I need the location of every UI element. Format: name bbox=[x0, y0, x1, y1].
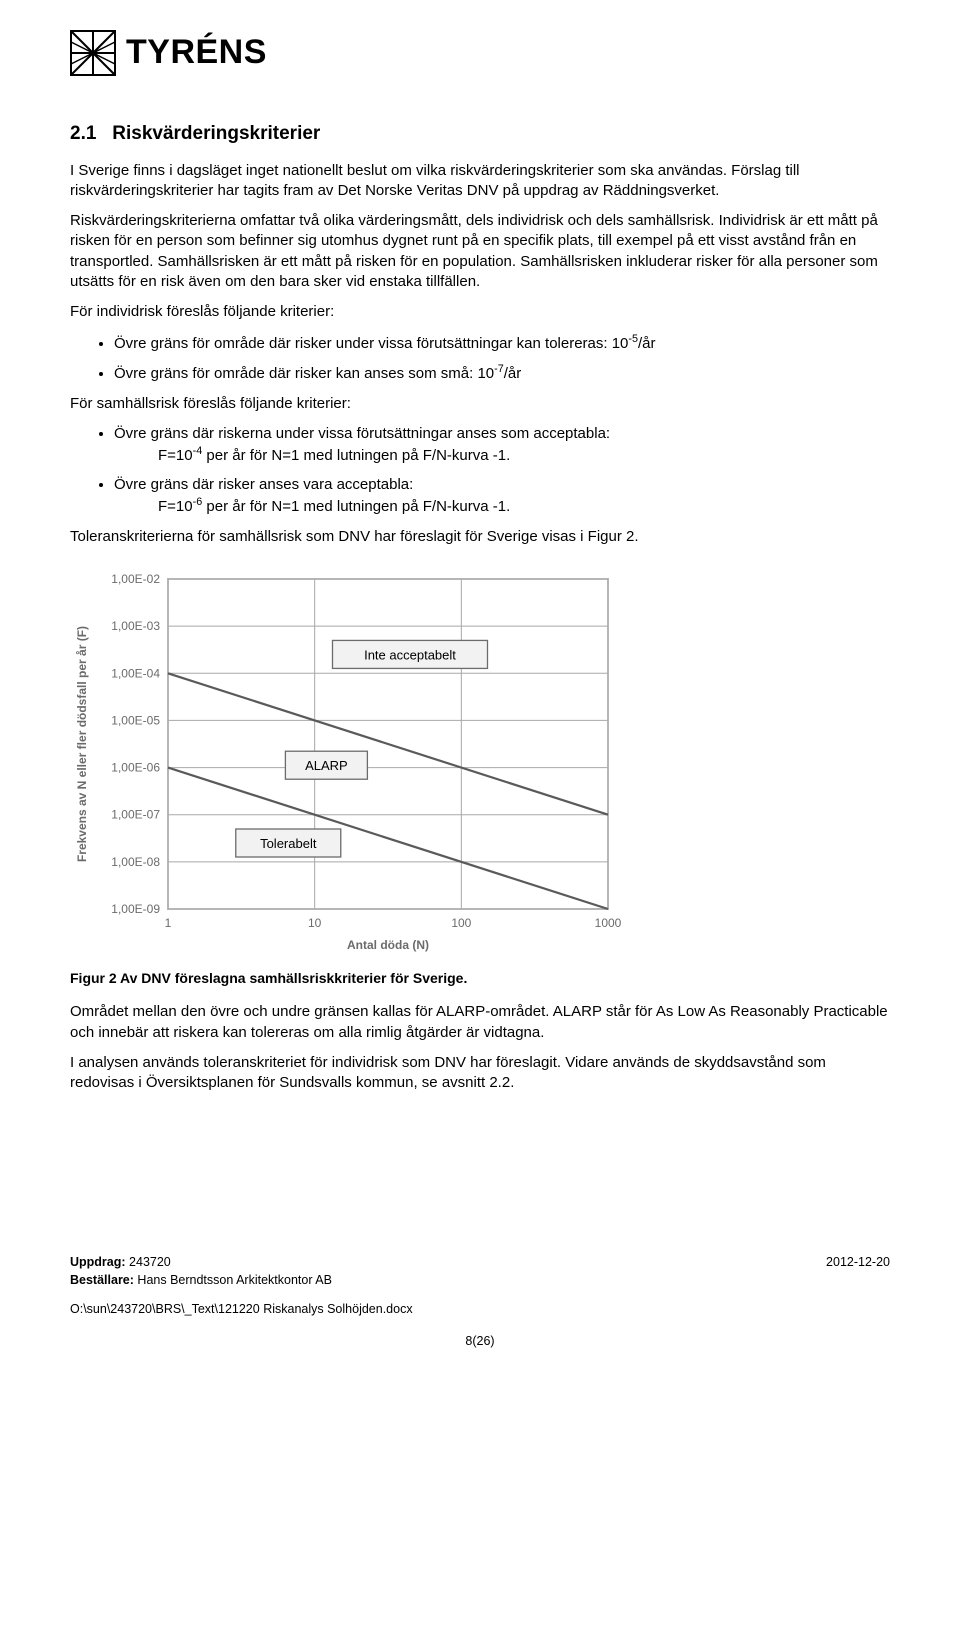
body-paragraph: I Sverige finns i dagsläget inget nation… bbox=[70, 161, 890, 202]
bestallare-value: Hans Berndtsson Arkitektkontor AB bbox=[137, 1273, 332, 1287]
heading-number: 2.1 bbox=[70, 123, 96, 144]
list-item-detail: F=10-6 per år för N=1 med lutningen på F… bbox=[158, 495, 890, 517]
brand-logo-icon bbox=[70, 30, 116, 76]
list-item: Övre gräns där riskerna under vissa föru… bbox=[114, 424, 890, 467]
body-paragraph: För samhällsrisk föreslås följande krite… bbox=[70, 394, 890, 414]
footer-filepath: O:\sun\243720\BRS\_Text\121220 Riskanaly… bbox=[70, 1300, 890, 1318]
section-heading: 2.1 Riskvärderingskriterier bbox=[70, 121, 890, 147]
footer-left: Uppdrag: 243720 Beställare: Hans Berndts… bbox=[70, 1253, 332, 1289]
uppdrag-label: Uppdrag: bbox=[70, 1255, 126, 1269]
svg-text:1,00E-03: 1,00E-03 bbox=[111, 620, 160, 634]
svg-text:1,00E-08: 1,00E-08 bbox=[111, 855, 160, 869]
svg-text:ALARP: ALARP bbox=[305, 759, 348, 774]
brand-logo-text: TYRÉNS bbox=[126, 30, 267, 76]
criteria-list-samhallsrisk: Övre gräns där riskerna under vissa föru… bbox=[70, 424, 890, 517]
list-item: Övre gräns för område där risker under v… bbox=[114, 332, 890, 354]
list-item: Övre gräns där risker anses vara accepta… bbox=[114, 475, 890, 518]
footer-date: 2012-12-20 bbox=[826, 1253, 890, 1289]
svg-text:Antal döda (N): Antal döda (N) bbox=[347, 938, 429, 952]
body-paragraph: Området mellan den övre och undre gränse… bbox=[70, 1002, 890, 1043]
list-item-detail: F=10-4 per år för N=1 med lutningen på F… bbox=[158, 444, 890, 466]
body-paragraph: Toleranskriterierna för samhällsrisk som… bbox=[70, 527, 890, 547]
svg-text:10: 10 bbox=[308, 916, 322, 930]
svg-text:1,00E-02: 1,00E-02 bbox=[111, 572, 160, 586]
brand-header: TYRÉNS bbox=[70, 30, 890, 76]
body-paragraph: I analysen används toleranskriteriet för… bbox=[70, 1053, 890, 1094]
svg-text:100: 100 bbox=[451, 916, 471, 930]
body-paragraph: Riskvärderingskriterierna omfattar två o… bbox=[70, 211, 890, 292]
svg-text:1000: 1000 bbox=[595, 916, 622, 930]
fn-curve-chart: 1 10 100 1000 1,00E-02 1,00E-03 1,00E-04 1,00E-… bbox=[70, 565, 890, 955]
svg-text:1,00E-05: 1,00E-05 bbox=[111, 714, 160, 728]
svg-text:Frekvens av N eller fler dödsf: Frekvens av N eller fler dödsfall per år… bbox=[75, 626, 89, 862]
criteria-list-individrisk: Övre gräns för område där risker under v… bbox=[70, 332, 890, 384]
svg-text:1: 1 bbox=[165, 916, 172, 930]
uppdrag-number: 243720 bbox=[129, 1255, 171, 1269]
page-number: 8(26) bbox=[70, 1332, 890, 1350]
page-footer: Uppdrag: 243720 Beställare: Hans Berndts… bbox=[70, 1253, 890, 1350]
svg-text:1,00E-06: 1,00E-06 bbox=[111, 761, 160, 775]
figure-caption: Figur 2 Av DNV föreslagna samhällsriskkr… bbox=[70, 969, 890, 988]
list-item: Övre gräns för område där risker kan ans… bbox=[114, 362, 890, 384]
body-paragraph: För individrisk föreslås följande kriter… bbox=[70, 302, 890, 322]
svg-text:Inte acceptabelt: Inte acceptabelt bbox=[364, 648, 456, 663]
svg-text:1,00E-04: 1,00E-04 bbox=[111, 667, 160, 681]
svg-text:Tolerabelt: Tolerabelt bbox=[260, 836, 317, 851]
bestallare-label: Beställare: bbox=[70, 1273, 134, 1287]
svg-text:1,00E-07: 1,00E-07 bbox=[111, 808, 160, 822]
heading-title: Riskvärderingskriterier bbox=[112, 123, 320, 144]
svg-text:1,00E-09: 1,00E-09 bbox=[111, 902, 160, 916]
